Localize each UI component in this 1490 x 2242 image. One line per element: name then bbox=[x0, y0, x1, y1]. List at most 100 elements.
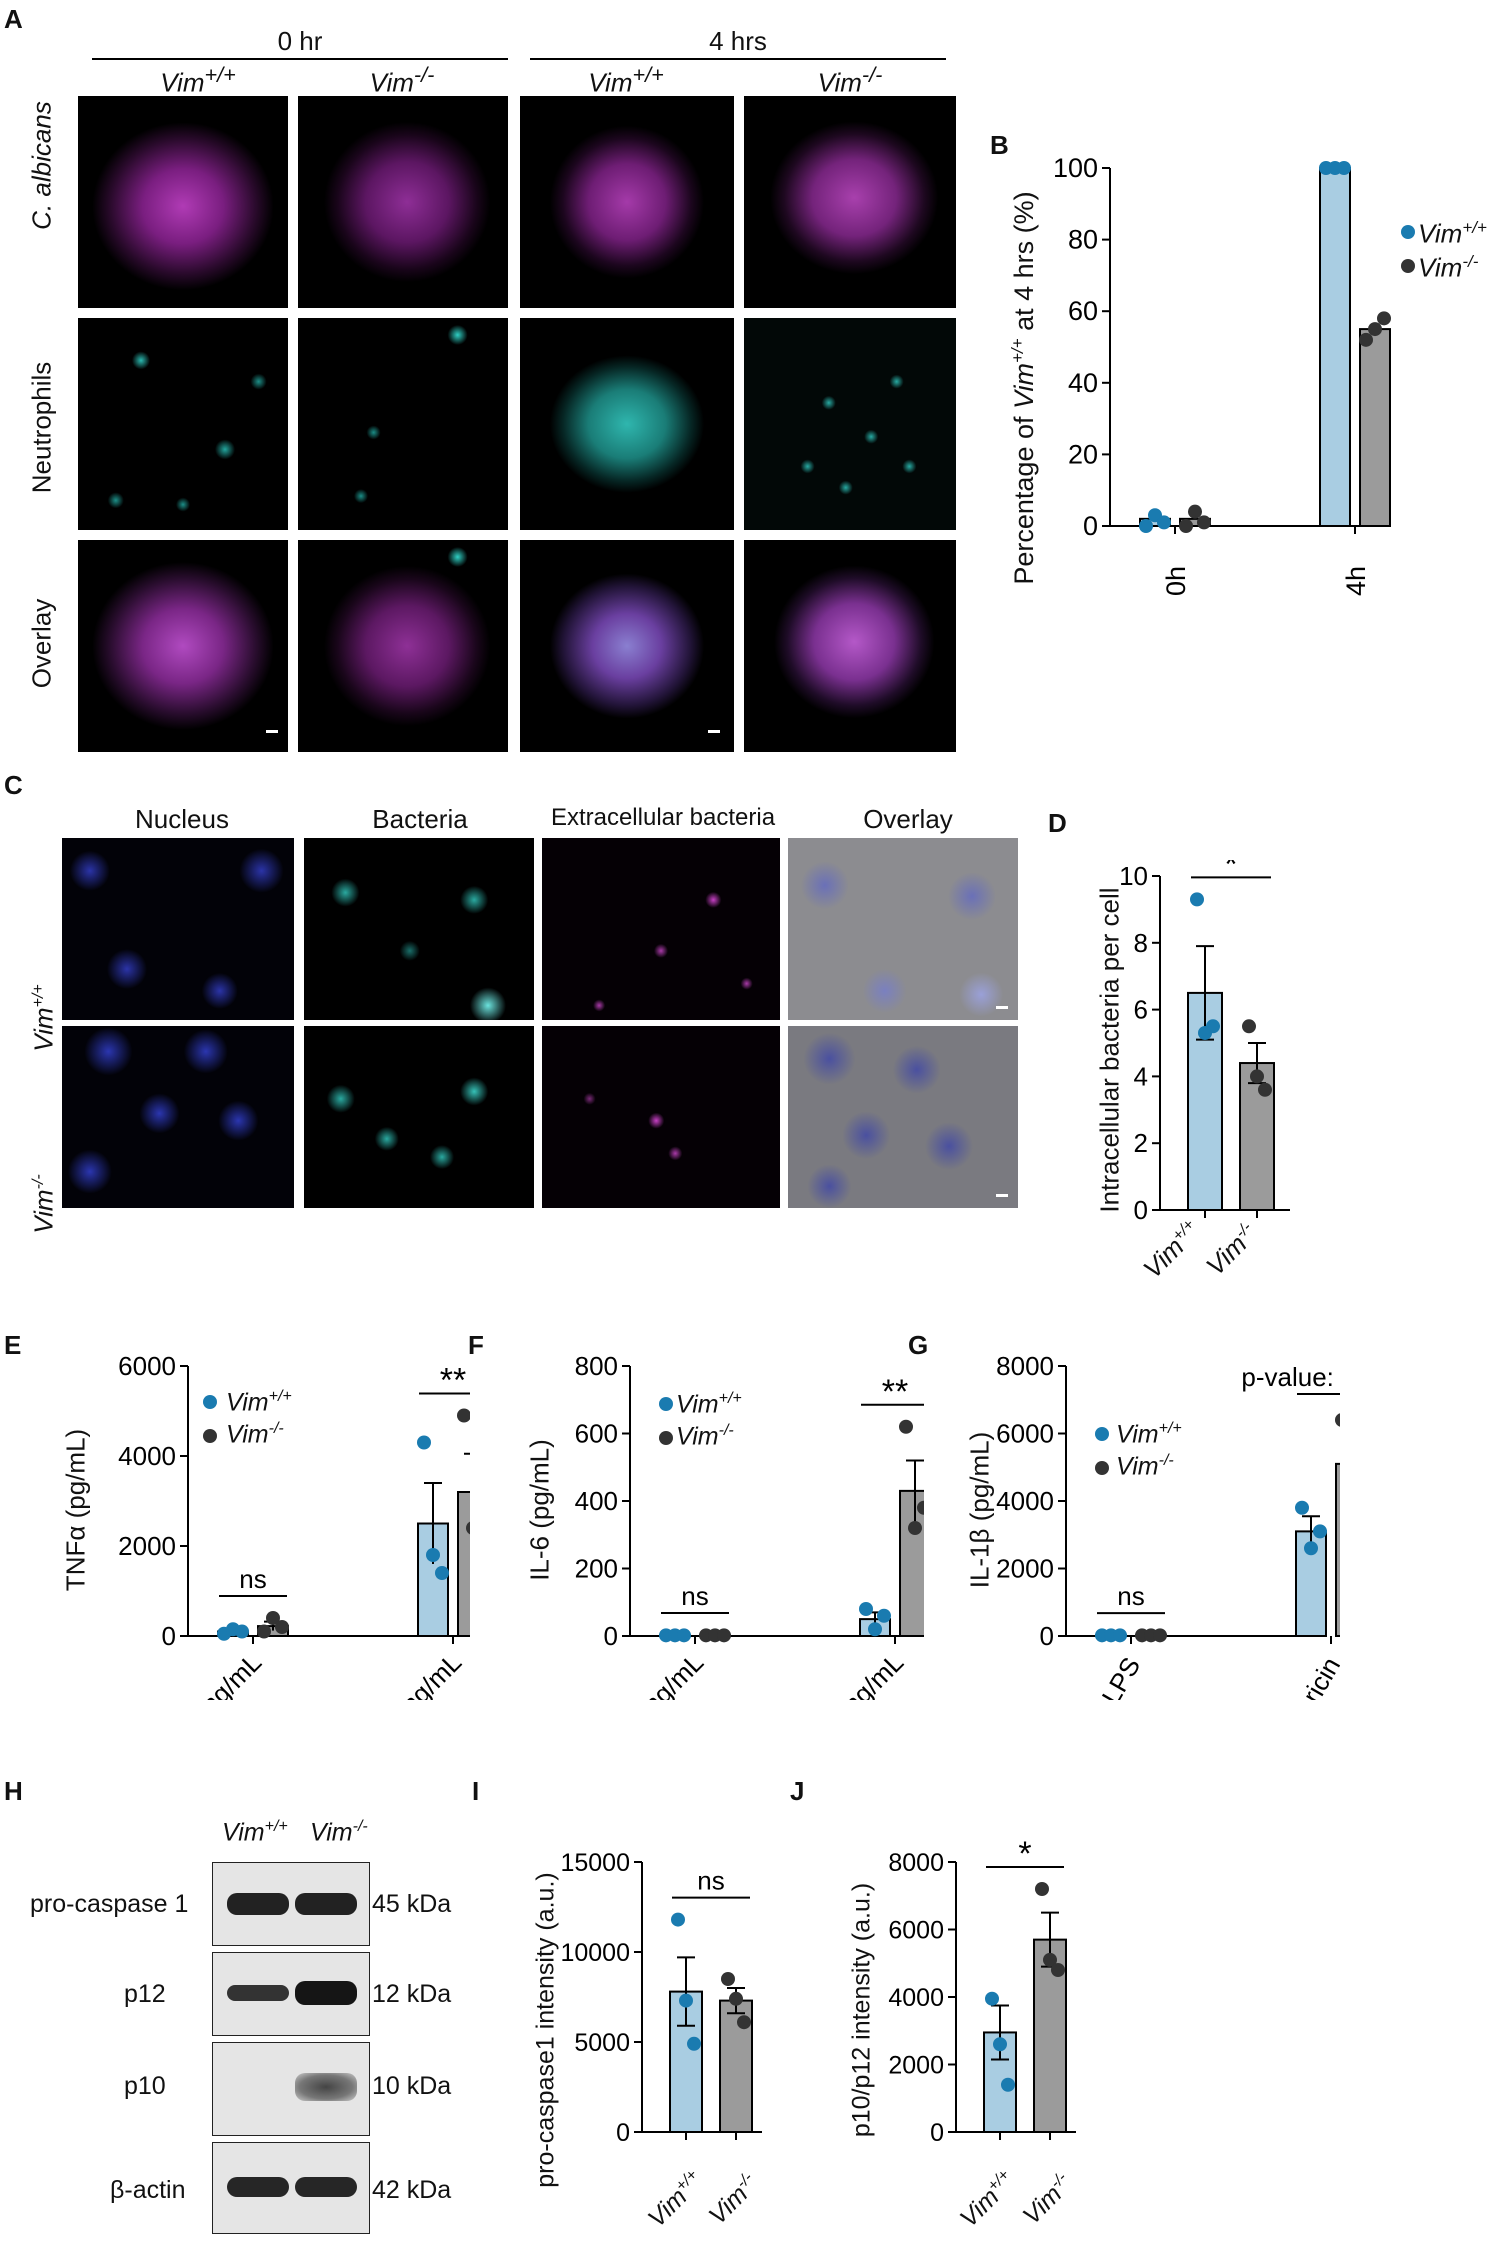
y-tick-label: 100 bbox=[1053, 153, 1098, 183]
genotype-a-1: Vim+/+ bbox=[160, 62, 236, 98]
panel-label-f: F bbox=[468, 1330, 484, 1360]
legend-f-ko-label: Vim-/- bbox=[676, 1422, 734, 1451]
y-tick-label: 6 bbox=[1134, 995, 1148, 1025]
micro-overlay-0h-wt bbox=[78, 540, 288, 752]
chart-d: 0 2 4 6 8 10 * bbox=[1119, 860, 1290, 1225]
blot-p10 bbox=[212, 2042, 370, 2136]
significance-label: * bbox=[1018, 1840, 1031, 1873]
data-point bbox=[1295, 1500, 1309, 1515]
legend-marker bbox=[1095, 1461, 1109, 1475]
band bbox=[295, 2177, 357, 2197]
data-point bbox=[1368, 322, 1382, 337]
y-tick-label: 0 bbox=[162, 1621, 176, 1651]
data-point bbox=[899, 1419, 913, 1434]
bar bbox=[1319, 167, 1351, 527]
y-tick-label: 0 bbox=[1040, 1621, 1054, 1651]
y-tick-label: 200 bbox=[575, 1554, 618, 1584]
panel-label-h: H bbox=[4, 1776, 23, 1806]
data-point bbox=[1335, 1413, 1340, 1427]
y-tick-label: 10000 bbox=[560, 1939, 630, 1967]
blot-genotype-wt: Vim+/+ bbox=[222, 1818, 288, 1847]
y-tick-label: 0 bbox=[604, 1621, 618, 1651]
legend-marker bbox=[1095, 1427, 1109, 1441]
data-point bbox=[917, 1500, 924, 1515]
row-label-overlay: Overlay bbox=[26, 598, 57, 689]
data-point bbox=[1190, 892, 1204, 907]
time-group-line-0hr bbox=[92, 58, 508, 60]
chart-j: 0 2000 4000 6000 8000 * bbox=[888, 1840, 1076, 2147]
micro-extracellular-wt bbox=[542, 838, 780, 1020]
scale-bar bbox=[996, 1194, 1008, 1197]
significance-label: *** bbox=[1335, 150, 1375, 152]
y-tick-label: 6000 bbox=[118, 1351, 176, 1381]
micro-calbicans-4h-wt bbox=[520, 96, 734, 308]
data-point bbox=[717, 1628, 731, 1643]
legend-e-wt-label: Vim+/+ bbox=[226, 1388, 292, 1417]
bar bbox=[457, 1491, 470, 1637]
y-tick-label: 4000 bbox=[118, 1441, 176, 1471]
data-point bbox=[859, 1602, 873, 1616]
micro-neutrophils-0h-ko bbox=[298, 318, 508, 530]
chart-e-ylabel: TNFα (pg/mL) bbox=[60, 1428, 91, 1592]
y-tick-label: 6000 bbox=[996, 1419, 1054, 1449]
band bbox=[295, 1893, 357, 1915]
data-point bbox=[1377, 311, 1391, 326]
micro-overlay-4h-ko bbox=[744, 540, 956, 752]
x-tick-label: 25 ng/mL bbox=[811, 1647, 909, 1700]
data-point bbox=[1139, 519, 1153, 533]
micro-bacteria-wt bbox=[304, 838, 534, 1020]
row-label-c-wt: Vim+/+ bbox=[28, 984, 59, 1052]
x-tick-label: 25 ng/mL bbox=[369, 1647, 467, 1700]
micro-calbicans-0h-wt bbox=[78, 96, 288, 308]
data-point bbox=[721, 1972, 735, 1986]
band bbox=[227, 1985, 289, 2001]
data-point bbox=[1001, 2077, 1015, 2092]
legend-e-ko-label: Vim-/- bbox=[226, 1420, 284, 1449]
data-point bbox=[877, 1608, 891, 1623]
scale-bar bbox=[996, 1006, 1008, 1009]
panel-label-e: E bbox=[4, 1330, 22, 1360]
legend-b-wt-label: Vim+/+ bbox=[1418, 218, 1487, 249]
data-point bbox=[737, 2015, 751, 2030]
blot-size-p10: 10 kDa bbox=[372, 2072, 452, 2100]
blot-size-actin: 42 kDa bbox=[372, 2176, 452, 2204]
blot-size-p12: 12 kDa bbox=[372, 1980, 452, 2008]
data-point bbox=[275, 1620, 289, 1634]
data-point bbox=[457, 1408, 470, 1423]
micro-overlay-4h-wt bbox=[520, 540, 734, 752]
blot-genotype-ko: Vim-/- bbox=[310, 1818, 368, 1847]
legend-b-ko-label: Vim-/- bbox=[1418, 252, 1479, 283]
band bbox=[295, 1981, 357, 2005]
data-point bbox=[985, 1991, 999, 2006]
micro-overlay-c-wt bbox=[788, 838, 1018, 1020]
data-point bbox=[417, 1435, 431, 1450]
micro-nucleus-ko bbox=[62, 1026, 294, 1208]
y-tick-label: 0 bbox=[1083, 511, 1098, 541]
legend-marker bbox=[659, 1431, 673, 1445]
bar bbox=[1359, 328, 1391, 527]
legend-marker bbox=[1401, 259, 1415, 273]
chart-d-ylabel: Intracellular bacteria per cell bbox=[1094, 887, 1125, 1213]
micro-calbicans-4h-ko bbox=[744, 96, 956, 308]
data-point bbox=[1051, 1963, 1065, 1977]
time-group-0hr: 0 hr bbox=[277, 26, 323, 56]
genotype-a-2: Vim-/- bbox=[369, 62, 435, 98]
micro-calbicans-0h-ko bbox=[298, 96, 508, 308]
chart-b: 0 20 40 60 80 100 0h 4h *** bbox=[1053, 150, 1415, 596]
data-point bbox=[687, 2036, 701, 2051]
chart-f: 0 200 400 600 800 0 ng/mL 25 ng/mL ns ** bbox=[575, 1351, 924, 1700]
row-label-neutrophils: Neutrophils bbox=[26, 361, 57, 494]
data-point bbox=[1035, 1882, 1049, 1896]
y-tick-label: 4000 bbox=[888, 1984, 944, 2012]
y-tick-label: 2000 bbox=[888, 2052, 944, 2080]
data-point bbox=[1250, 1069, 1264, 1084]
micro-nucleus-wt bbox=[62, 838, 294, 1020]
panel-label-g: G bbox=[908, 1330, 929, 1360]
data-point bbox=[671, 1912, 685, 1927]
chart-i-ylabel: pro-caspase1 intensity (a.u.) bbox=[531, 1872, 560, 2188]
data-point bbox=[1157, 515, 1171, 530]
blot-label-p10: p10 bbox=[124, 2072, 166, 2100]
chart-e: 0 2000 4000 6000 0 ng/mL 25 ng/mL ns ** bbox=[118, 1351, 470, 1700]
panel-label-j: J bbox=[790, 1776, 805, 1806]
legend-marker bbox=[203, 1395, 217, 1409]
